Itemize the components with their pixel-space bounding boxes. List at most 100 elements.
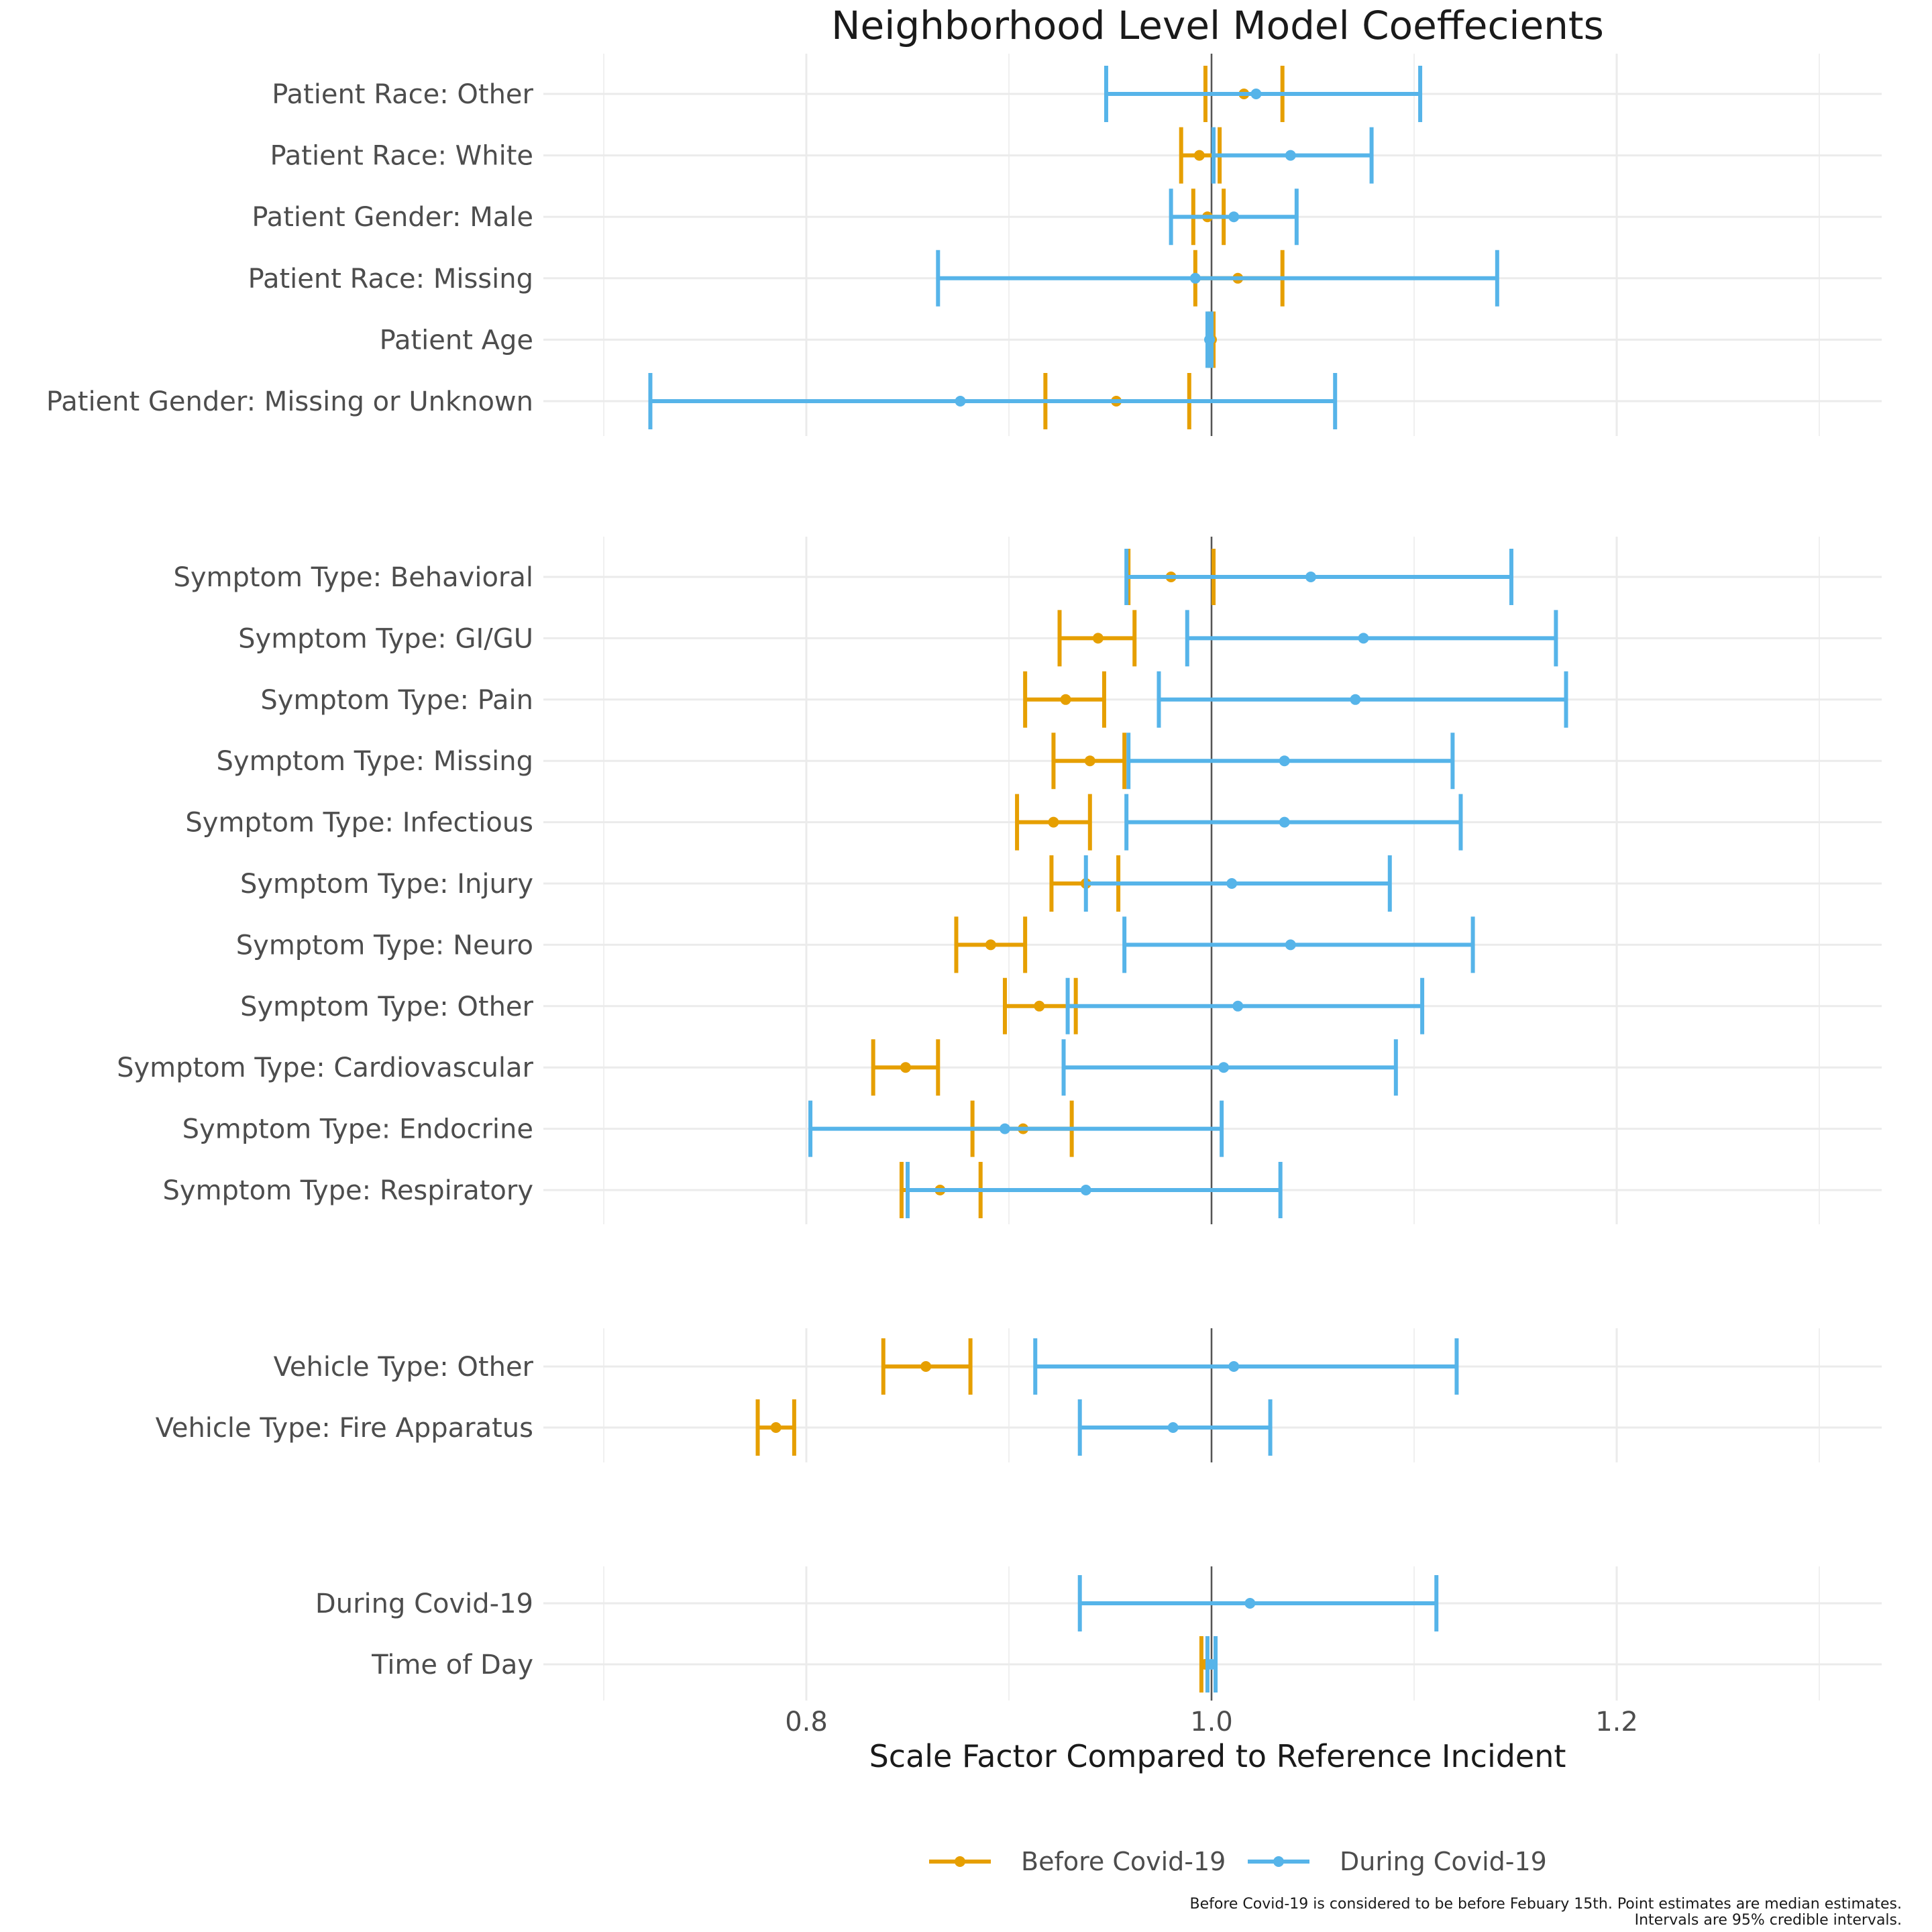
chart-title: Neighborhood Level Model Coeffecients: [831, 3, 1604, 48]
during-interval: [1083, 855, 1392, 912]
during-interval: [648, 373, 1338, 429]
median-point: [1228, 211, 1240, 223]
y-tick-label: Patient Race: White: [270, 141, 533, 172]
caption: Before Covid-19 is considered to be befo…: [1190, 1896, 1902, 1929]
median-point: [955, 396, 966, 407]
x-axis-label: Scale Factor Compared to Reference Incid…: [869, 1738, 1566, 1774]
during-interval: [1065, 977, 1425, 1034]
median-point: [1203, 334, 1215, 345]
legend-label: During Covid-19: [1340, 1847, 1547, 1876]
legend-label: Before Covid-19: [1021, 1847, 1226, 1876]
y-tick-label: Vehicle Type: Other: [274, 1352, 534, 1383]
before-interval: [871, 1039, 941, 1096]
during-interval: [1033, 1338, 1459, 1395]
y-tick-label: Symptom Type: Pain: [260, 685, 533, 716]
y-tick-label: Symptom Type: Respiratory: [163, 1175, 534, 1206]
before-interval: [1051, 733, 1127, 790]
y-tick-label: Symptom Type: Behavioral: [173, 562, 533, 593]
median-point: [770, 1422, 782, 1433]
median-point: [1232, 1000, 1244, 1012]
during-interval: [1169, 189, 1299, 246]
median-point: [1084, 755, 1095, 767]
before-interval: [881, 1338, 973, 1395]
median-point: [1092, 633, 1104, 644]
median-point: [1358, 633, 1369, 644]
median-point: [1167, 1422, 1179, 1433]
before-interval: [1002, 977, 1078, 1034]
y-tick-label: Symptom Type: Neuro: [236, 930, 533, 961]
y-tick-label: Patient Race: Missing: [248, 264, 533, 294]
during-interval: [1185, 610, 1558, 667]
y-tick-label: Time of Day: [371, 1650, 533, 1680]
x-tick-label: 0.8: [785, 1707, 828, 1737]
median-point: [920, 1361, 932, 1372]
during-interval: [1124, 794, 1463, 851]
during-interval: [808, 1100, 1224, 1157]
during-interval: [1061, 1039, 1398, 1096]
during-interval: [1077, 1399, 1273, 1456]
before-interval: [1023, 671, 1106, 728]
before-interval: [954, 916, 1028, 973]
y-tick-label: Symptom Type: Missing: [217, 746, 533, 777]
median-point: [900, 1062, 911, 1073]
panel-2: Symptom Type: Behavioral Symptom Type: GI…: [117, 537, 1882, 1224]
median-point: [1250, 89, 1262, 99]
x-axis: 0.8 1.0 1.2: [785, 1707, 1638, 1737]
median-point: [1244, 1598, 1256, 1609]
y-tick-label: During Covid-19: [315, 1589, 533, 1619]
y-tick-label: Patient Gender: Male: [252, 202, 533, 233]
median-point: [1193, 150, 1205, 161]
median-point: [985, 939, 996, 951]
median-point: [999, 1123, 1010, 1134]
during-interval: [1077, 1575, 1439, 1631]
during-interval: [1122, 916, 1475, 973]
chart-panels: Patient Race: Other Patient Race: White Pa…: [46, 54, 1882, 1701]
legend-item: During Covid-19: [1248, 1847, 1547, 1876]
median-point: [1279, 755, 1290, 767]
caption-line: Intervals are 95% credible intervals.: [1635, 1912, 1902, 1929]
during-interval: [936, 250, 1499, 307]
median-point: [1080, 1185, 1091, 1195]
median-point: [1285, 939, 1296, 951]
median-point: [1226, 878, 1238, 889]
legend-item: Before Covid-19: [929, 1847, 1226, 1876]
panel-3: Vehicle Type: Other Vehicle Type: Fire Ap…: [156, 1328, 1882, 1462]
before-interval: [1057, 610, 1137, 667]
y-tick-label: Symptom Type: Other: [240, 991, 533, 1022]
before-interval: [755, 1399, 796, 1456]
median-point: [1048, 816, 1059, 828]
y-tick-label: Symptom Type: GI/GU: [238, 623, 533, 654]
median-point: [1350, 694, 1361, 705]
y-tick-label: Symptom Type: Endocrine: [182, 1114, 533, 1145]
panel-4: During Covid-19 Time of Day: [315, 1566, 1882, 1701]
during-interval: [906, 1162, 1283, 1218]
y-tick-label: Symptom Type: Injury: [240, 869, 533, 900]
median-point: [1034, 1000, 1045, 1012]
legend: Before Covid-19 During Covid-19: [929, 1847, 1547, 1876]
x-tick-label: 1.0: [1190, 1707, 1233, 1737]
before-interval: [1015, 794, 1092, 851]
median-point: [1218, 1062, 1230, 1073]
median-point: [1206, 1659, 1217, 1670]
legend-key-point: [1273, 1856, 1284, 1867]
median-point: [1060, 694, 1071, 705]
y-tick-label: Symptom Type: Cardiovascular: [117, 1053, 533, 1083]
y-tick-label: Patient Race: Other: [272, 79, 533, 110]
during-interval: [1124, 549, 1513, 605]
median-point: [1285, 150, 1296, 161]
during-interval: [1157, 671, 1568, 728]
median-point: [1189, 272, 1201, 284]
median-point: [1305, 572, 1316, 582]
during-interval: [1104, 66, 1423, 122]
y-tick-label: Symptom Type: Infectious: [185, 808, 533, 839]
y-tick-label: Patient Age: [380, 325, 533, 356]
median-point: [1228, 1361, 1240, 1372]
during-interval: [1205, 1636, 1218, 1693]
during-interval: [1126, 733, 1455, 790]
y-tick-label: Vehicle Type: Fire Apparatus: [156, 1413, 533, 1444]
during-interval: [1203, 311, 1215, 368]
panel-1: Patient Race: Other Patient Race: White Pa…: [46, 54, 1882, 436]
x-tick-label: 1.2: [1595, 1707, 1638, 1737]
median-point: [1279, 816, 1290, 828]
